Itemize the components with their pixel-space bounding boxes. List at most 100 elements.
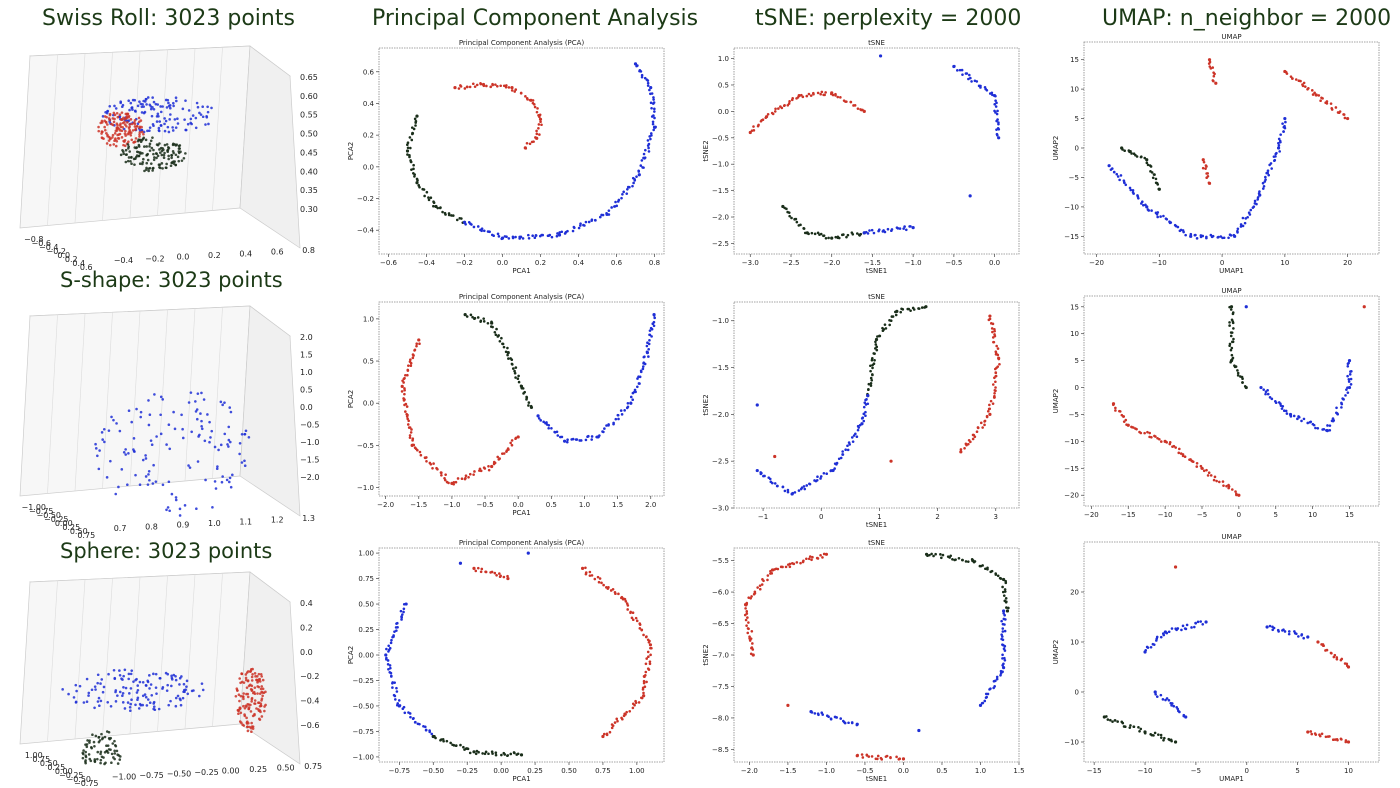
data-point xyxy=(435,466,438,470)
data-point xyxy=(134,128,137,132)
data-point xyxy=(100,431,104,434)
data-point xyxy=(1209,233,1213,237)
data-point xyxy=(210,429,214,433)
data-point xyxy=(152,672,155,676)
data-point xyxy=(408,434,412,437)
data-point xyxy=(1001,638,1005,642)
data-point xyxy=(104,110,107,114)
data-point xyxy=(427,196,430,199)
data-point xyxy=(412,167,415,171)
data-point xyxy=(111,136,114,139)
data-point xyxy=(412,163,415,167)
data-point xyxy=(824,236,828,240)
data-point xyxy=(647,655,650,659)
series-red xyxy=(1201,58,1350,185)
data-point xyxy=(633,388,637,392)
data-point xyxy=(166,506,170,509)
data-point xyxy=(983,419,987,423)
data-point xyxy=(521,237,525,240)
data-point xyxy=(185,685,188,688)
data-point xyxy=(625,710,628,714)
data-point xyxy=(1229,334,1233,338)
data-point xyxy=(148,103,152,107)
data-point xyxy=(126,143,130,146)
data-point xyxy=(136,688,140,692)
data-point xyxy=(131,108,134,111)
data-point xyxy=(101,438,104,441)
data-point xyxy=(862,405,866,409)
data-point xyxy=(1231,321,1235,325)
data-point xyxy=(985,415,989,419)
data-point xyxy=(650,335,653,338)
data-point xyxy=(406,413,409,417)
data-point xyxy=(96,750,100,754)
data-point xyxy=(221,403,224,407)
data-point xyxy=(246,679,250,683)
data-point xyxy=(427,198,431,202)
data-point xyxy=(1289,415,1293,418)
data-point xyxy=(190,430,193,434)
data-point xyxy=(120,105,124,109)
y-tick-label: 1.00 xyxy=(358,550,374,558)
data-point xyxy=(1205,235,1208,239)
data-point xyxy=(395,686,398,690)
data-point xyxy=(1235,493,1238,497)
grid-line xyxy=(212,307,223,479)
data-point xyxy=(415,342,419,345)
data-point xyxy=(648,660,652,663)
data-point xyxy=(213,480,217,483)
data-point xyxy=(135,407,138,411)
data-point xyxy=(486,321,490,325)
data-point xyxy=(108,118,112,122)
data-point xyxy=(805,94,809,98)
data-point xyxy=(1277,141,1280,145)
data-point xyxy=(256,681,259,684)
x-tick-label: 1.0 xyxy=(579,501,590,509)
data-point xyxy=(891,315,895,318)
data-point xyxy=(1342,113,1345,116)
grid-line xyxy=(47,54,58,226)
data-point xyxy=(407,364,410,367)
data-point xyxy=(597,580,601,584)
data-point xyxy=(130,162,133,166)
data-point xyxy=(240,432,244,436)
grid-line xyxy=(212,573,223,727)
data-point xyxy=(141,694,145,698)
data-point xyxy=(553,430,557,434)
series-red xyxy=(773,314,1001,463)
data-point xyxy=(1201,234,1205,238)
data-point xyxy=(127,156,131,159)
data-point xyxy=(411,439,414,442)
data-point xyxy=(200,427,204,431)
data-point xyxy=(506,574,509,578)
data-point xyxy=(1321,644,1325,647)
data-point xyxy=(244,676,248,680)
data-point xyxy=(1287,632,1291,636)
data-point xyxy=(1345,662,1349,666)
grid-line xyxy=(74,313,86,492)
data-point xyxy=(1264,392,1267,396)
data-point xyxy=(790,562,794,565)
y-tick-label: 0.0 xyxy=(177,253,190,262)
series-red xyxy=(748,90,866,135)
data-point xyxy=(1003,629,1007,633)
data-point xyxy=(535,129,538,133)
data-point xyxy=(118,758,122,761)
data-point xyxy=(225,478,229,482)
data-point xyxy=(1335,737,1339,741)
data-point xyxy=(917,307,921,310)
data-point xyxy=(560,230,564,234)
x-tick-label: 0.25 xyxy=(62,523,80,532)
data-point xyxy=(647,355,650,358)
series-red xyxy=(453,82,543,150)
data-point xyxy=(991,330,994,334)
data-point xyxy=(174,163,178,167)
data-point xyxy=(94,442,97,446)
x-tick-label: −2.0 xyxy=(741,767,758,775)
data-point xyxy=(1320,732,1324,736)
data-point xyxy=(637,701,641,704)
data-point xyxy=(163,117,166,120)
data-point xyxy=(112,418,115,422)
data-point xyxy=(859,232,863,236)
